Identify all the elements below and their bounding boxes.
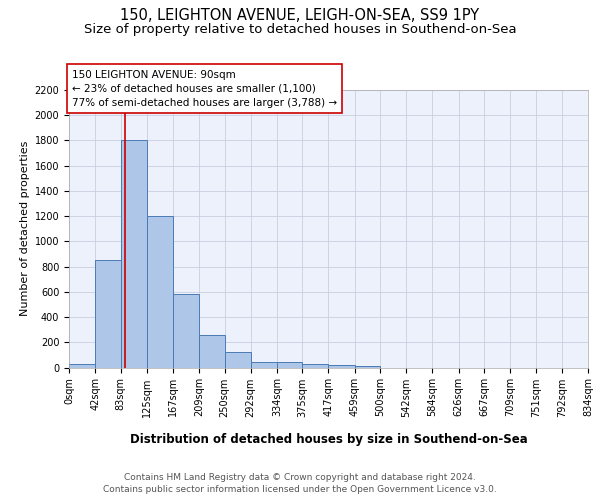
Bar [147, 216, 173, 368]
Text: Contains public sector information licensed under the Open Government Licence v3: Contains public sector information licen… [103, 485, 497, 494]
Bar [277, 362, 302, 368]
Bar [355, 366, 380, 368]
Bar [329, 365, 355, 368]
Text: Distribution of detached houses by size in Southend-on-Sea: Distribution of detached houses by size … [130, 432, 527, 446]
Bar [69, 364, 95, 368]
Y-axis label: Number of detached properties: Number of detached properties [20, 141, 31, 316]
Text: 150 LEIGHTON AVENUE: 90sqm
← 23% of detached houses are smaller (1,100)
77% of s: 150 LEIGHTON AVENUE: 90sqm ← 23% of deta… [72, 70, 337, 108]
Bar [302, 364, 329, 368]
Text: 150, LEIGHTON AVENUE, LEIGH-ON-SEA, SS9 1PY: 150, LEIGHTON AVENUE, LEIGH-ON-SEA, SS9 … [121, 8, 479, 22]
Text: Contains HM Land Registry data © Crown copyright and database right 2024.: Contains HM Land Registry data © Crown c… [124, 472, 476, 482]
Bar [224, 352, 251, 368]
Bar [121, 140, 147, 368]
Bar [173, 294, 199, 368]
Text: Size of property relative to detached houses in Southend-on-Sea: Size of property relative to detached ho… [83, 22, 517, 36]
Bar [251, 362, 277, 368]
Bar [199, 336, 224, 368]
Bar [95, 260, 121, 368]
